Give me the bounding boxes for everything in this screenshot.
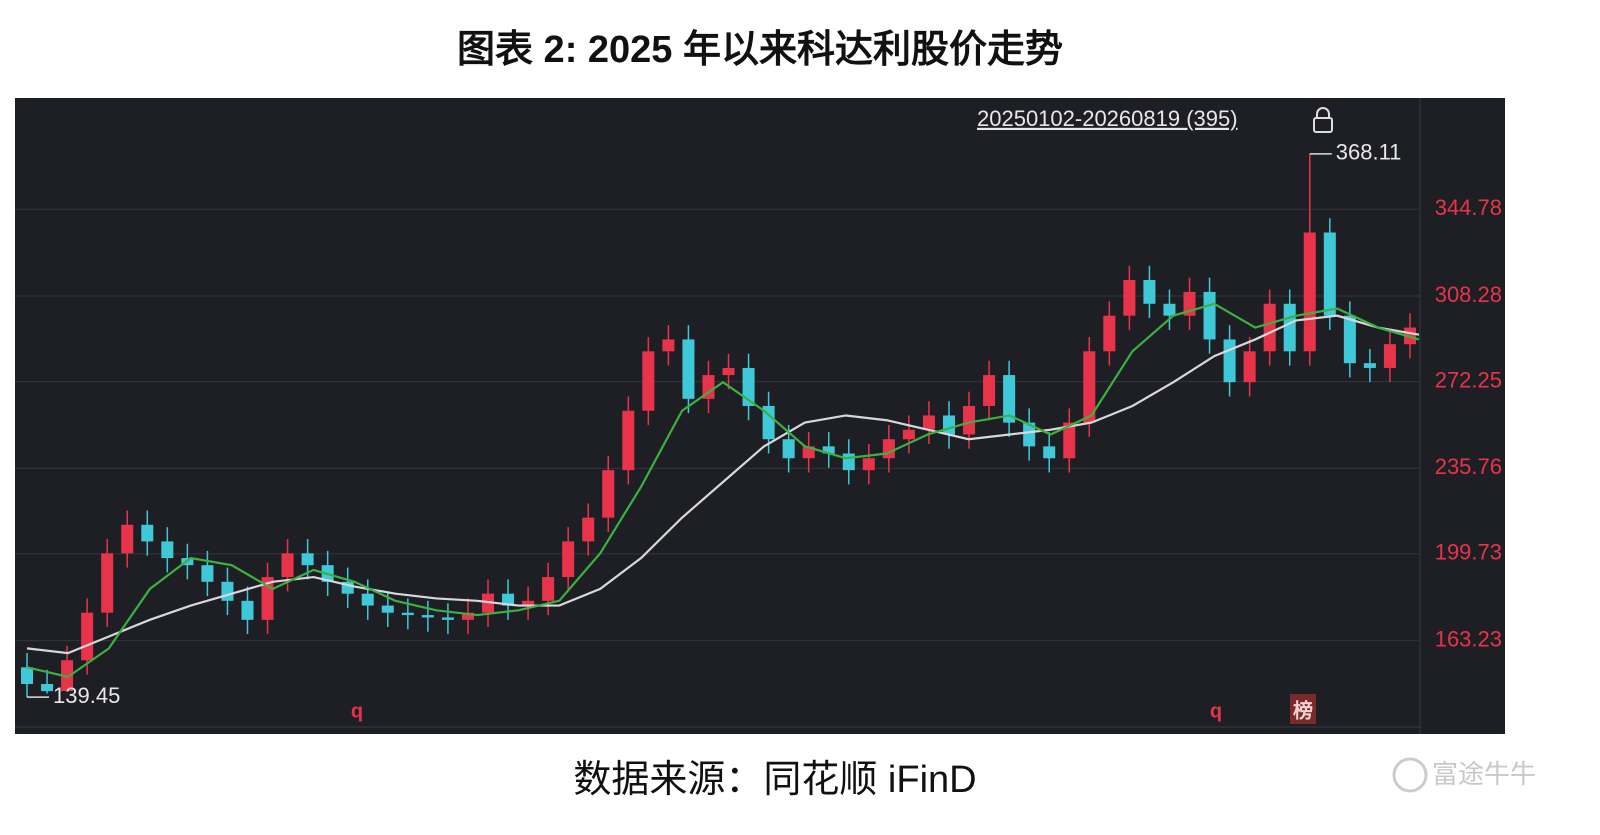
candle-body	[662, 339, 675, 352]
y-tick-label: 163.23	[1435, 626, 1502, 651]
chart-title: 图表 2: 2025 年以来科达利股价走势	[457, 29, 1063, 71]
candle-body	[1283, 303, 1296, 352]
candle-body	[141, 524, 154, 542]
candle-body	[1103, 315, 1116, 352]
candle-body	[1223, 339, 1236, 383]
candle-body	[1063, 422, 1076, 459]
candle-body	[882, 439, 895, 459]
y-tick-label: 199.73	[1435, 540, 1502, 565]
candle-body	[221, 581, 234, 601]
candle-body	[481, 593, 495, 613]
max-marker-label: 368.11	[1336, 140, 1402, 165]
candle-body	[502, 593, 515, 606]
candle-body	[1043, 446, 1056, 459]
event-marker-box	[1290, 694, 1316, 724]
candle-body	[21, 667, 34, 684]
candle-body	[762, 405, 775, 440]
candle-body	[1303, 232, 1316, 352]
candle-body	[1083, 351, 1096, 423]
candle-body	[642, 351, 655, 411]
candle-body	[361, 593, 374, 606]
candle-body	[542, 577, 555, 601]
event-marker: 榜	[1293, 698, 1313, 722]
range-label: 20250102-20260819 (395)	[977, 106, 1238, 131]
candle-body	[421, 615, 434, 618]
plot-panel	[15, 98, 1505, 734]
candle-body	[1143, 280, 1156, 304]
candle-body	[1123, 280, 1136, 316]
candle-body	[301, 553, 314, 566]
candle-body	[341, 581, 354, 594]
candle-body	[281, 553, 294, 578]
candle-body	[983, 375, 996, 406]
candle-body	[1383, 344, 1396, 368]
candle-body	[582, 517, 595, 542]
event-marker: q	[1210, 700, 1222, 722]
candle-body	[161, 541, 174, 559]
watermark-icon	[1392, 757, 1428, 793]
candle-body	[1363, 363, 1376, 368]
candle-body	[441, 617, 454, 620]
candle-body	[101, 553, 114, 613]
candle-body	[942, 415, 956, 435]
candle-body	[1243, 351, 1256, 383]
candle-body	[1003, 375, 1016, 423]
watermark: 富途牛牛	[1432, 759, 1536, 789]
candle-body	[1203, 291, 1216, 340]
candle-body	[1343, 315, 1356, 364]
candle-body	[461, 612, 474, 620]
candle-body	[842, 453, 855, 471]
candle-body	[1163, 303, 1176, 316]
candle-body	[802, 446, 815, 459]
candle-body	[922, 415, 935, 430]
candle-body	[1263, 303, 1276, 352]
candle-body	[822, 446, 835, 454]
candle-body	[682, 339, 695, 399]
candle-body	[742, 367, 755, 406]
candle-body	[1023, 422, 1036, 447]
moving-average-line	[26, 302, 1420, 679]
source-note: 数据来源：同花顺 iFinD	[573, 759, 976, 801]
candle-body	[1323, 232, 1336, 316]
candle-body	[562, 541, 575, 578]
candle-body	[862, 458, 875, 471]
candle-body	[902, 429, 915, 440]
y-tick-label: 272.25	[1435, 367, 1502, 392]
candle-body	[381, 605, 394, 613]
lock-icon	[1313, 107, 1333, 133]
y-tick-label: 235.76	[1435, 454, 1502, 479]
min-marker-label: 139.45	[53, 683, 120, 708]
candle-body	[702, 375, 715, 399]
candle-body	[602, 470, 615, 518]
candle-body	[782, 439, 795, 459]
candle-body	[201, 565, 214, 582]
moving-average-line	[26, 314, 1420, 655]
y-tick-label: 308.28	[1435, 282, 1502, 307]
candle-body	[41, 683, 54, 692]
candle-body	[722, 367, 735, 376]
event-marker: q	[351, 700, 363, 722]
candle-body	[121, 524, 134, 554]
candle-body	[522, 600, 535, 606]
candle-body	[401, 612, 414, 616]
candle-body	[81, 612, 94, 661]
candle-body	[241, 600, 254, 620]
y-tick-label: 344.78	[1435, 195, 1502, 220]
candle-body	[963, 405, 976, 435]
candle-body	[622, 410, 635, 471]
